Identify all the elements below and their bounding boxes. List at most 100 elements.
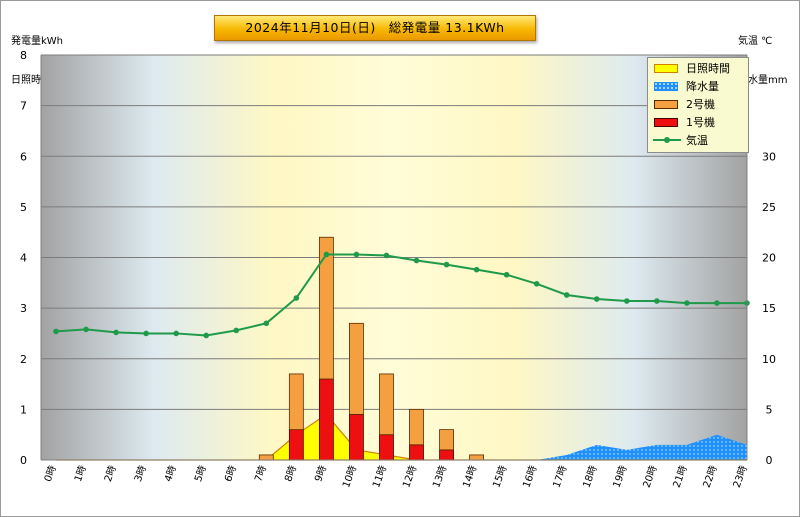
legend-label-sunshine: 日照時間	[686, 62, 730, 75]
temperature-point-15時	[503, 271, 510, 278]
x-tick-label: 17時	[550, 464, 569, 489]
right-tick-label: 5	[766, 403, 773, 416]
right-tick-label: 30	[762, 150, 776, 163]
bar-unit1-11時	[379, 434, 394, 461]
x-tick-label: 23時	[731, 464, 750, 489]
chart-title: 2024年11月10日(日) 総発電量 13.1KWh	[214, 15, 536, 41]
x-tick-label: 8時	[282, 464, 299, 483]
bar-unit1-12時	[409, 444, 424, 461]
left-tick-label: 8	[20, 49, 27, 62]
left-tick-label: 5	[20, 201, 27, 214]
x-tick-label: 22時	[701, 464, 720, 489]
bar-unit1-8時	[288, 429, 304, 461]
temperature-point-6時	[233, 327, 240, 334]
x-tick-label: 4時	[162, 464, 179, 483]
rain-area-shape	[56, 434, 747, 460]
legend-item-rain: 降水量	[648, 78, 748, 96]
x-tick-label: 16時	[520, 464, 539, 489]
left-tick-label: 1	[20, 403, 27, 416]
x-tick-label: 15時	[490, 464, 509, 489]
legend-item-unit2: 2号機	[648, 96, 748, 114]
right-tick-label: 0	[766, 454, 773, 467]
temperature-point-16時	[533, 281, 540, 287]
bar-unit2-14時	[469, 454, 484, 461]
temperature-point-21時	[684, 300, 690, 306]
temperature-point-2時	[113, 329, 119, 336]
rain-area	[56, 434, 747, 460]
temperature-point-5時	[203, 332, 210, 339]
legend-item-unit1: 1号機	[648, 114, 748, 132]
left-tick-label: 6	[20, 150, 27, 163]
right-tick-label: 10	[762, 353, 776, 366]
temperature-point-18時	[593, 296, 600, 302]
bar-unit2-9時	[318, 236, 334, 380]
left-tick-label: 4	[20, 252, 27, 265]
temperature-point-11時	[383, 252, 390, 259]
bar-unit2-12時	[409, 408, 424, 446]
x-tick-label: 18時	[581, 464, 600, 489]
left-axis-caption-line-1: 発電量kWh	[11, 36, 64, 47]
temperature-line	[53, 251, 750, 339]
bar-unit1-9時	[318, 378, 334, 461]
right-axis-caption: 気温 ℃ 降水量mm	[738, 9, 787, 113]
left-axis-caption: 発電量kWh 日照時間h	[11, 9, 63, 113]
left-tick-label: 2	[20, 353, 27, 366]
temperature-line-path	[55, 253, 747, 337]
x-tick-label: 12時	[400, 464, 419, 489]
left-tick-label: 3	[20, 302, 27, 315]
temperature-point-19時	[624, 298, 630, 304]
legend-label-temperature: 気温	[686, 134, 708, 147]
x-tick-label: 21時	[671, 464, 690, 489]
x-tick-label: 10時	[340, 464, 359, 489]
x-tick-label: 1時	[72, 464, 89, 483]
left-tick-label: 7	[20, 100, 27, 113]
temperature-point-8時	[293, 295, 300, 301]
x-tick-label: 2時	[102, 464, 119, 483]
legend-swatch-temperature	[653, 137, 681, 143]
bar-unit2-13時	[439, 429, 454, 451]
x-tick-label: 7時	[252, 464, 269, 483]
x-tick-label: 11時	[370, 464, 389, 489]
right-axis-caption-line-2: 降水量mm	[738, 75, 788, 86]
bar-unit2-8時	[288, 373, 304, 431]
legend-label-unit1: 1号機	[686, 116, 715, 129]
chart-legend: 日照時間 降水量 2号機 1号機 気温	[647, 57, 749, 153]
temperature-point-0時	[53, 328, 59, 335]
legend-label-rain: 降水量	[686, 80, 719, 93]
temperature-point-22時	[714, 300, 720, 306]
temperature-point-3時	[143, 330, 149, 337]
legend-swatch-unit2	[654, 100, 678, 109]
legend-swatch-unit1	[654, 118, 678, 127]
temperature-point-4時	[173, 330, 179, 337]
right-tick-label: 15	[762, 302, 776, 315]
legend-swatch-sunshine	[654, 64, 678, 73]
x-tick-label: 0時	[42, 464, 59, 483]
temperature-point-20時	[654, 298, 660, 304]
x-tick-label: 14時	[460, 464, 479, 489]
left-tick-label: 0	[20, 454, 27, 467]
bar-unit2-7時	[258, 454, 274, 461]
temperature-point-17時	[563, 292, 570, 298]
left-axis-caption-line-2: 日照時間h	[11, 75, 58, 86]
right-tick-label: 20	[762, 252, 776, 265]
legend-label-unit2: 2号機	[686, 98, 715, 111]
legend-item-temperature: 気温	[648, 132, 748, 150]
x-tick-label: 3時	[132, 464, 149, 483]
x-tick-label: 19時	[611, 464, 630, 489]
bar-unit1-10時	[349, 414, 364, 461]
x-tick-label: 5時	[192, 464, 209, 483]
bar-unit2-11時	[379, 373, 394, 436]
bar-unit2-10時	[349, 322, 364, 415]
legend-item-sunshine: 日照時間	[648, 60, 748, 78]
x-tick-label: 9時	[312, 464, 329, 483]
temperature-point-14時	[473, 266, 480, 273]
right-axis-caption-line-1: 気温 ℃	[738, 36, 773, 47]
temperature-point-12時	[413, 257, 420, 264]
temperature-point-9時	[323, 251, 330, 258]
temperature-point-13時	[443, 261, 450, 268]
x-tick-label: 13時	[430, 464, 449, 489]
bar-unit1-13時	[439, 449, 454, 461]
temperature-point-10時	[353, 251, 360, 258]
x-tick-label: 20時	[641, 464, 660, 489]
